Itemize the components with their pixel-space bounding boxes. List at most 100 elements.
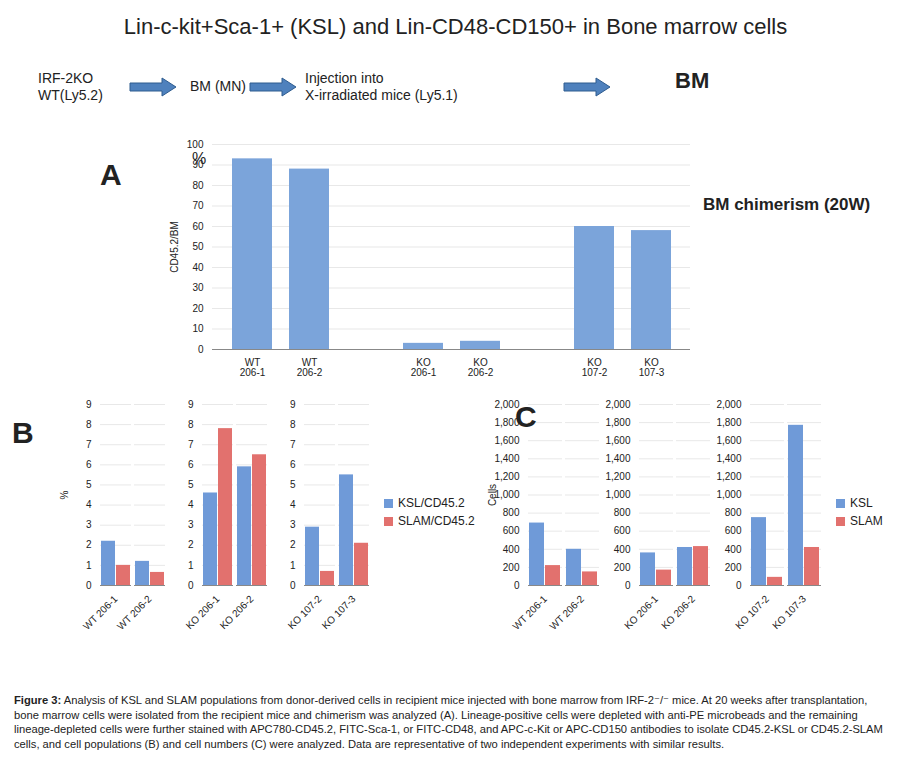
svg-text:5: 5 xyxy=(86,479,92,490)
svg-text:5: 5 xyxy=(290,479,296,490)
svg-text:7: 7 xyxy=(290,439,296,450)
svg-text:KO 206-1: KO 206-1 xyxy=(184,593,222,631)
svg-text:WT 206-2: WT 206-2 xyxy=(115,593,154,632)
svg-text:200: 200 xyxy=(614,562,631,573)
svg-text:WT 206-1: WT 206-1 xyxy=(510,593,549,632)
svg-text:1,600: 1,600 xyxy=(716,435,741,446)
svg-text:WT206-2: WT206-2 xyxy=(297,357,323,378)
svg-text:KO 206-2: KO 206-2 xyxy=(659,593,697,631)
svg-text:9: 9 xyxy=(86,399,92,410)
svg-text:1,800: 1,800 xyxy=(605,417,630,428)
svg-text:KO107-3: KO107-3 xyxy=(639,357,665,378)
svg-text:8: 8 xyxy=(188,419,194,430)
html-text:Lin-c-kit+Sca-1+ (KSL) and Lin: Lin-c-kit+Sca-1+ (KSL) and Lin-CD48-CD15… xyxy=(123,14,788,39)
svg-text:20: 20 xyxy=(192,303,204,314)
svg-text:400: 400 xyxy=(614,544,631,555)
svg-text:1,400: 1,400 xyxy=(605,453,630,464)
svg-text:3: 3 xyxy=(86,519,92,530)
svg-text:40: 40 xyxy=(192,262,204,273)
svg-text:200: 200 xyxy=(503,562,520,573)
svg-text:KO 107-3: KO 107-3 xyxy=(320,593,358,631)
svg-text:KO107-2: KO107-2 xyxy=(582,357,608,378)
svg-text:800: 800 xyxy=(614,507,631,518)
svg-text:KO206-1: KO206-1 xyxy=(411,357,437,378)
svg-text:800: 800 xyxy=(725,507,742,518)
svg-text:1,000: 1,000 xyxy=(605,489,630,500)
svg-text:600: 600 xyxy=(725,525,742,536)
svg-text:1,200: 1,200 xyxy=(605,471,630,482)
svg-text:2,000: 2,000 xyxy=(605,399,630,410)
svg-text:400: 400 xyxy=(503,544,520,555)
svg-text:3: 3 xyxy=(188,519,194,530)
svg-text:2,000: 2,000 xyxy=(716,399,741,410)
svg-text:1,200: 1,200 xyxy=(494,471,519,482)
svg-text:8: 8 xyxy=(86,419,92,430)
html-text:BM: BM xyxy=(675,68,710,93)
svg-text:1,600: 1,600 xyxy=(494,435,519,446)
svg-text:80: 80 xyxy=(192,180,204,191)
svg-text:0: 0 xyxy=(198,344,204,355)
svg-text:30: 30 xyxy=(192,282,204,293)
svg-text:50: 50 xyxy=(192,241,204,252)
svg-text:70: 70 xyxy=(192,200,204,211)
svg-text:2: 2 xyxy=(290,539,296,550)
svg-text:0: 0 xyxy=(625,580,631,591)
svg-text:3: 3 xyxy=(290,519,296,530)
svg-text:800: 800 xyxy=(503,507,520,518)
svg-text:60: 60 xyxy=(192,221,204,232)
svg-text:0: 0 xyxy=(188,580,194,591)
svg-text:1,200: 1,200 xyxy=(716,471,741,482)
svg-text:6: 6 xyxy=(290,459,296,470)
svg-text:1,800: 1,800 xyxy=(716,417,741,428)
svg-text:1: 1 xyxy=(188,560,194,571)
svg-text:2: 2 xyxy=(86,539,92,550)
svg-text:1,000: 1,000 xyxy=(716,489,741,500)
svg-text:1,400: 1,400 xyxy=(494,453,519,464)
svg-text:1,000: 1,000 xyxy=(494,489,519,500)
html-text:IRF-2KO WT(Ly5.2): IRF-2KO WT(Ly5.2) xyxy=(38,70,103,103)
html-text:B: B xyxy=(12,416,34,449)
svg-text:1,400: 1,400 xyxy=(716,453,741,464)
svg-text:7: 7 xyxy=(188,439,194,450)
svg-text:2: 2 xyxy=(188,539,194,550)
svg-text:6: 6 xyxy=(188,459,194,470)
svg-text:600: 600 xyxy=(503,525,520,536)
svg-text:KO 107-2: KO 107-2 xyxy=(733,593,771,631)
svg-text:0: 0 xyxy=(86,580,92,591)
svg-text:0: 0 xyxy=(736,580,742,591)
svg-text:KO206-2: KO206-2 xyxy=(468,357,494,378)
svg-text:KO 107-3: KO 107-3 xyxy=(770,593,808,631)
svg-text:0: 0 xyxy=(290,580,296,591)
svg-text:9: 9 xyxy=(290,399,296,410)
svg-text:WT206-1: WT206-1 xyxy=(240,357,266,378)
svg-text:Cells: Cells xyxy=(487,484,498,506)
html-text:C: C xyxy=(515,400,537,433)
svg-text:9: 9 xyxy=(188,399,194,410)
svg-text:10: 10 xyxy=(192,323,204,334)
svg-text:4: 4 xyxy=(86,499,92,510)
svg-text:8: 8 xyxy=(290,419,296,430)
svg-text:KO 206-1: KO 206-1 xyxy=(622,593,660,631)
svg-text:4: 4 xyxy=(290,499,296,510)
svg-text:7: 7 xyxy=(86,439,92,450)
svg-text:%: % xyxy=(59,490,70,499)
svg-text:KO 107-2: KO 107-2 xyxy=(286,593,324,631)
html-text:Injection into X-irradiated mi: Injection into X-irradiated mice (Ly5.1) xyxy=(305,70,458,103)
svg-text:WT 206-1: WT 206-1 xyxy=(81,593,120,632)
svg-text:100: 100 xyxy=(187,139,204,150)
svg-text:600: 600 xyxy=(614,525,631,536)
svg-text:4: 4 xyxy=(188,499,194,510)
svg-text:200: 200 xyxy=(725,562,742,573)
svg-text:1: 1 xyxy=(86,560,92,571)
html-text:Figure 3: Analysis of KSL and: Figure 3: Analysis of KSL and SLAM popul… xyxy=(14,694,883,750)
svg-text:1,600: 1,600 xyxy=(605,435,630,446)
svg-text:0: 0 xyxy=(514,580,520,591)
svg-text:KO 206-2: KO 206-2 xyxy=(218,593,256,631)
svg-text:5: 5 xyxy=(188,479,194,490)
svg-text:1: 1 xyxy=(290,560,296,571)
svg-text:WT 206-2: WT 206-2 xyxy=(547,593,586,632)
svg-text:400: 400 xyxy=(725,544,742,555)
svg-text:CD45.2/BM: CD45.2/BM xyxy=(169,221,180,273)
html-text:A: A xyxy=(100,158,122,191)
svg-text:6: 6 xyxy=(86,459,92,470)
